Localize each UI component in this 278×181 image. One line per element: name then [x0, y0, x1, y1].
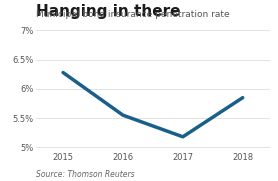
- Text: Source: Thomson Reuters: Source: Thomson Reuters: [36, 170, 135, 179]
- Text: Hanging in there: Hanging in there: [36, 4, 181, 19]
- Text: Municipal bond insurance penetration rate: Municipal bond insurance penetration rat…: [36, 10, 230, 19]
